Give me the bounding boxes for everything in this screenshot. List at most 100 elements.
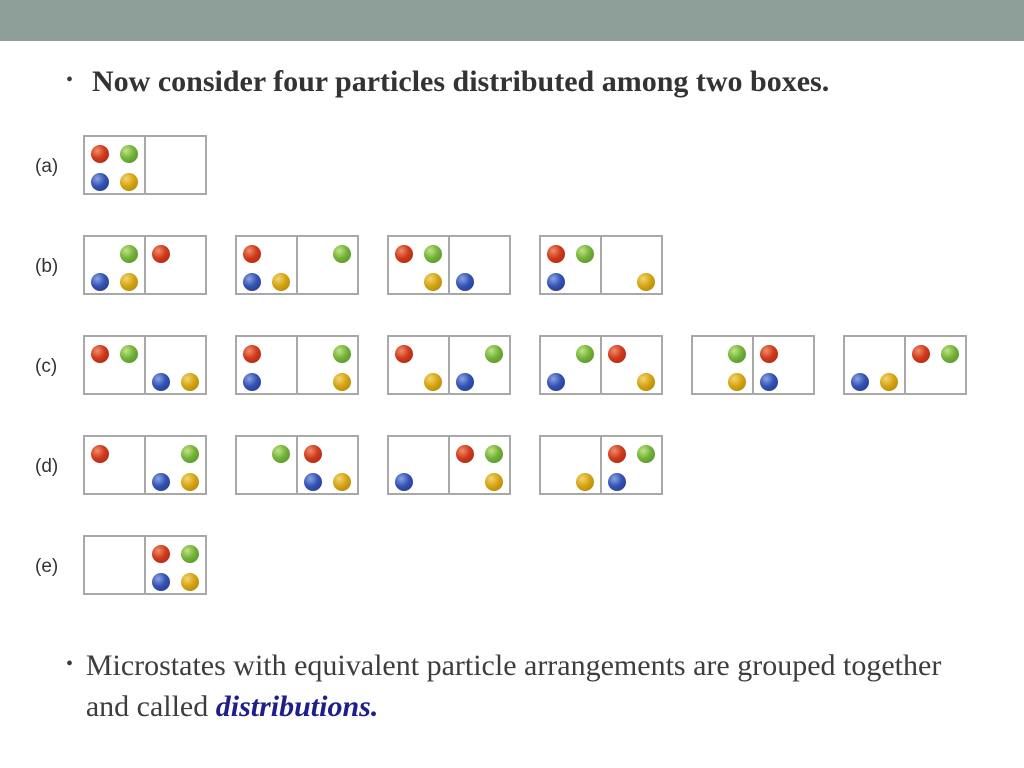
footer-period: . <box>370 690 379 723</box>
left-compartment <box>237 337 298 393</box>
yellow-particle <box>120 173 138 191</box>
right-compartment <box>450 337 509 393</box>
red-particle <box>456 445 474 463</box>
yellow-particle <box>880 373 898 391</box>
right-compartment <box>602 237 661 293</box>
right-compartment <box>146 337 205 393</box>
microstate-box <box>235 235 359 295</box>
red-particle <box>912 345 930 363</box>
blue-particle <box>152 373 170 391</box>
blue-particle <box>547 273 565 291</box>
blue-particle <box>304 473 322 491</box>
microstate-box <box>843 335 967 395</box>
green-particle <box>181 445 199 463</box>
green-particle <box>181 545 199 563</box>
microstate-box <box>83 435 207 495</box>
green-particle <box>485 445 503 463</box>
right-compartment <box>146 137 205 193</box>
left-compartment <box>85 337 146 393</box>
left-compartment <box>389 437 450 493</box>
blue-particle <box>760 373 778 391</box>
row-label: (c) <box>35 356 58 377</box>
left-compartment <box>541 237 602 293</box>
left-compartment <box>237 237 298 293</box>
distributions-term: distributions. <box>216 690 379 723</box>
left-compartment <box>85 237 146 293</box>
microstate-box <box>387 335 511 395</box>
red-particle <box>152 245 170 263</box>
footer-text-block: Microstates with equivalent particle arr… <box>86 645 966 727</box>
right-compartment <box>906 337 965 393</box>
row-label: (e) <box>35 556 59 577</box>
green-particle <box>120 145 138 163</box>
red-particle <box>91 145 109 163</box>
slide-heading: Now consider four particles distributed … <box>92 65 830 98</box>
blue-particle <box>456 273 474 291</box>
yellow-particle <box>333 473 351 491</box>
blue-particle <box>243 373 261 391</box>
blue-particle <box>243 273 261 291</box>
yellow-particle <box>333 373 351 391</box>
right-compartment <box>298 337 357 393</box>
microstate-box <box>83 235 207 295</box>
blue-particle <box>608 473 626 491</box>
right-compartment <box>146 237 205 293</box>
green-particle <box>637 445 655 463</box>
green-particle <box>272 445 290 463</box>
microstate-box <box>539 235 663 295</box>
blue-particle <box>456 373 474 391</box>
red-particle <box>91 345 109 363</box>
left-compartment <box>85 537 146 593</box>
yellow-particle <box>272 273 290 291</box>
red-particle <box>91 445 109 463</box>
left-compartment <box>845 337 906 393</box>
green-particle <box>728 345 746 363</box>
red-particle <box>760 345 778 363</box>
row-label: (a) <box>35 156 59 177</box>
green-particle <box>424 245 442 263</box>
microstate-box <box>387 435 511 495</box>
microstate-box <box>83 335 207 395</box>
right-compartment <box>146 537 205 593</box>
green-particle <box>576 345 594 363</box>
yellow-particle <box>120 273 138 291</box>
distributions-term-text: distributions <box>215 690 371 723</box>
yellow-particle <box>485 473 503 491</box>
yellow-particle <box>181 373 199 391</box>
right-compartment <box>754 337 813 393</box>
footer-text: Microstates with equivalent particle arr… <box>85 649 942 723</box>
yellow-particle <box>637 273 655 291</box>
right-compartment <box>602 437 661 493</box>
yellow-particle <box>576 473 594 491</box>
right-compartment <box>450 237 509 293</box>
blue-particle <box>91 173 109 191</box>
green-particle <box>120 345 138 363</box>
heading-bullet: • Now consider four particles distribute… <box>66 61 829 102</box>
microstate-box <box>235 335 359 395</box>
row-label: (d) <box>35 456 59 477</box>
green-particle <box>485 345 503 363</box>
left-compartment <box>541 337 602 393</box>
green-particle <box>333 245 351 263</box>
red-particle <box>395 345 413 363</box>
bullet-marker: • <box>66 653 74 675</box>
microstate-box <box>539 435 663 495</box>
blue-particle <box>152 573 170 591</box>
green-particle <box>941 345 959 363</box>
microstate-box <box>539 335 663 395</box>
red-particle <box>243 245 261 263</box>
red-particle <box>152 545 170 563</box>
right-compartment <box>298 237 357 293</box>
slide-top-band <box>0 0 1024 41</box>
yellow-particle <box>181 573 199 591</box>
microstate-box <box>387 235 511 295</box>
blue-particle <box>547 373 565 391</box>
microstate-box <box>83 135 207 195</box>
footer-bullet: • Microstates with equivalent particle a… <box>66 645 966 727</box>
yellow-particle <box>728 373 746 391</box>
left-compartment <box>85 137 146 193</box>
left-compartment <box>389 337 450 393</box>
blue-particle <box>91 273 109 291</box>
right-compartment <box>450 437 509 493</box>
left-compartment <box>693 337 754 393</box>
